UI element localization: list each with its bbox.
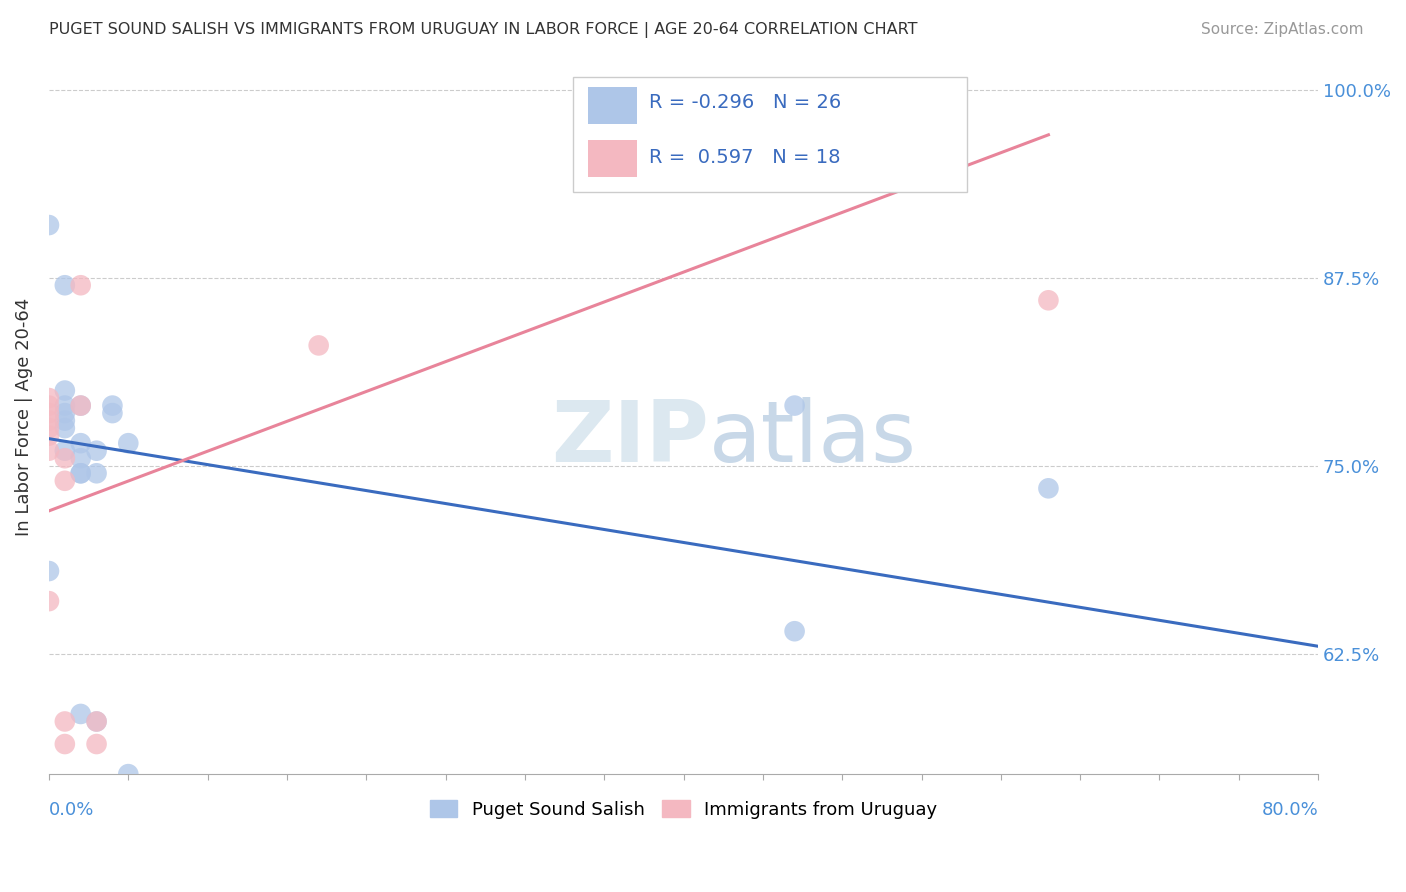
Point	[38, 443, 60, 458]
Point	[53, 414, 76, 428]
Point	[53, 443, 76, 458]
Point	[53, 714, 76, 729]
Point	[1038, 481, 1060, 495]
Point	[101, 399, 124, 413]
Point	[38, 218, 60, 232]
Point	[38, 564, 60, 578]
Point	[69, 706, 91, 721]
Point	[86, 714, 108, 729]
FancyBboxPatch shape	[574, 78, 966, 192]
Point	[38, 399, 60, 413]
Point	[38, 594, 60, 608]
Point	[38, 391, 60, 405]
Point	[53, 384, 76, 398]
Point	[117, 436, 139, 450]
Point	[69, 436, 91, 450]
Point	[69, 467, 91, 481]
Text: R = -0.296   N = 26: R = -0.296 N = 26	[650, 93, 842, 112]
Point	[117, 767, 139, 781]
Legend: Puget Sound Salish, Immigrants from Uruguay: Puget Sound Salish, Immigrants from Urug…	[423, 793, 945, 826]
Point	[53, 421, 76, 435]
Point	[53, 399, 76, 413]
Point	[38, 428, 60, 442]
Point	[69, 451, 91, 466]
FancyBboxPatch shape	[588, 140, 637, 178]
FancyBboxPatch shape	[588, 87, 637, 124]
Text: 0.0%: 0.0%	[49, 801, 94, 819]
Point	[101, 406, 124, 420]
Point	[53, 737, 76, 751]
Point	[38, 421, 60, 435]
Point	[308, 338, 330, 352]
Text: R =  0.597   N = 18: R = 0.597 N = 18	[650, 148, 841, 167]
Point	[38, 414, 60, 428]
Text: ZIP: ZIP	[551, 397, 709, 480]
Point	[86, 737, 108, 751]
Point	[69, 399, 91, 413]
Point	[783, 624, 806, 639]
Point	[117, 782, 139, 797]
Point	[53, 278, 76, 293]
Point	[53, 406, 76, 420]
Point	[1038, 293, 1060, 308]
Point	[86, 443, 108, 458]
Point	[69, 399, 91, 413]
Text: Source: ZipAtlas.com: Source: ZipAtlas.com	[1201, 22, 1364, 37]
Point	[69, 278, 91, 293]
Point	[86, 714, 108, 729]
Point	[53, 451, 76, 466]
Text: 80.0%: 80.0%	[1261, 801, 1319, 819]
Text: atlas: atlas	[709, 397, 917, 480]
Point	[86, 467, 108, 481]
Point	[783, 399, 806, 413]
Text: PUGET SOUND SALISH VS IMMIGRANTS FROM URUGUAY IN LABOR FORCE | AGE 20-64 CORRELA: PUGET SOUND SALISH VS IMMIGRANTS FROM UR…	[49, 22, 918, 38]
Point	[38, 406, 60, 420]
Point	[53, 474, 76, 488]
Point	[69, 467, 91, 481]
Y-axis label: In Labor Force | Age 20-64: In Labor Force | Age 20-64	[15, 298, 32, 536]
